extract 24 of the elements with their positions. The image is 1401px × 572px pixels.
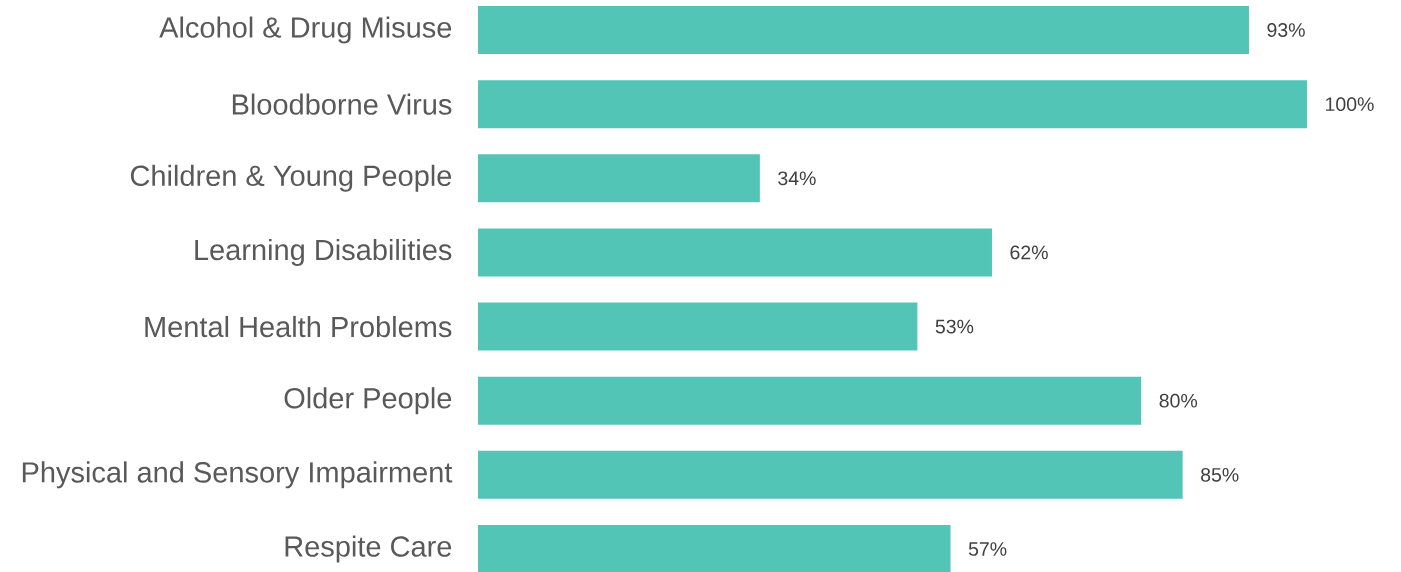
- y-tick-label: Older People: [284, 387, 452, 415]
- data-label: 85%: [1201, 467, 1239, 482]
- bar: [478, 450, 1183, 499]
- data-label: 53%: [935, 319, 974, 334]
- y-tick-label: Children & Young People: [130, 164, 452, 192]
- bar: [478, 228, 992, 277]
- y-tick-label: Mental Health Problems: [145, 315, 452, 338]
- bar: [478, 524, 951, 572]
- bar: [478, 80, 1307, 129]
- data-label: 100%: [1326, 97, 1374, 112]
- data-label: 34%: [778, 171, 816, 186]
- data-label: 93%: [1267, 23, 1305, 37]
- y-tick-label: Alcohol & Drug Misuse: [159, 16, 452, 44]
- data-label: 57%: [968, 542, 1007, 556]
- y-tick-label: Learning Disabilities: [195, 238, 452, 266]
- bar: [478, 154, 760, 203]
- y-tick-label: Bloodborne Virus: [232, 93, 452, 115]
- bar: [478, 302, 918, 351]
- data-label: 80%: [1159, 393, 1198, 408]
- y-tick-label: Physical and Sensory Impairment: [22, 461, 453, 489]
- y-tick-label: Respite Care: [285, 535, 452, 563]
- data-label: 62%: [1010, 245, 1048, 260]
- bar: [478, 376, 1142, 425]
- bar: [478, 6, 1249, 54]
